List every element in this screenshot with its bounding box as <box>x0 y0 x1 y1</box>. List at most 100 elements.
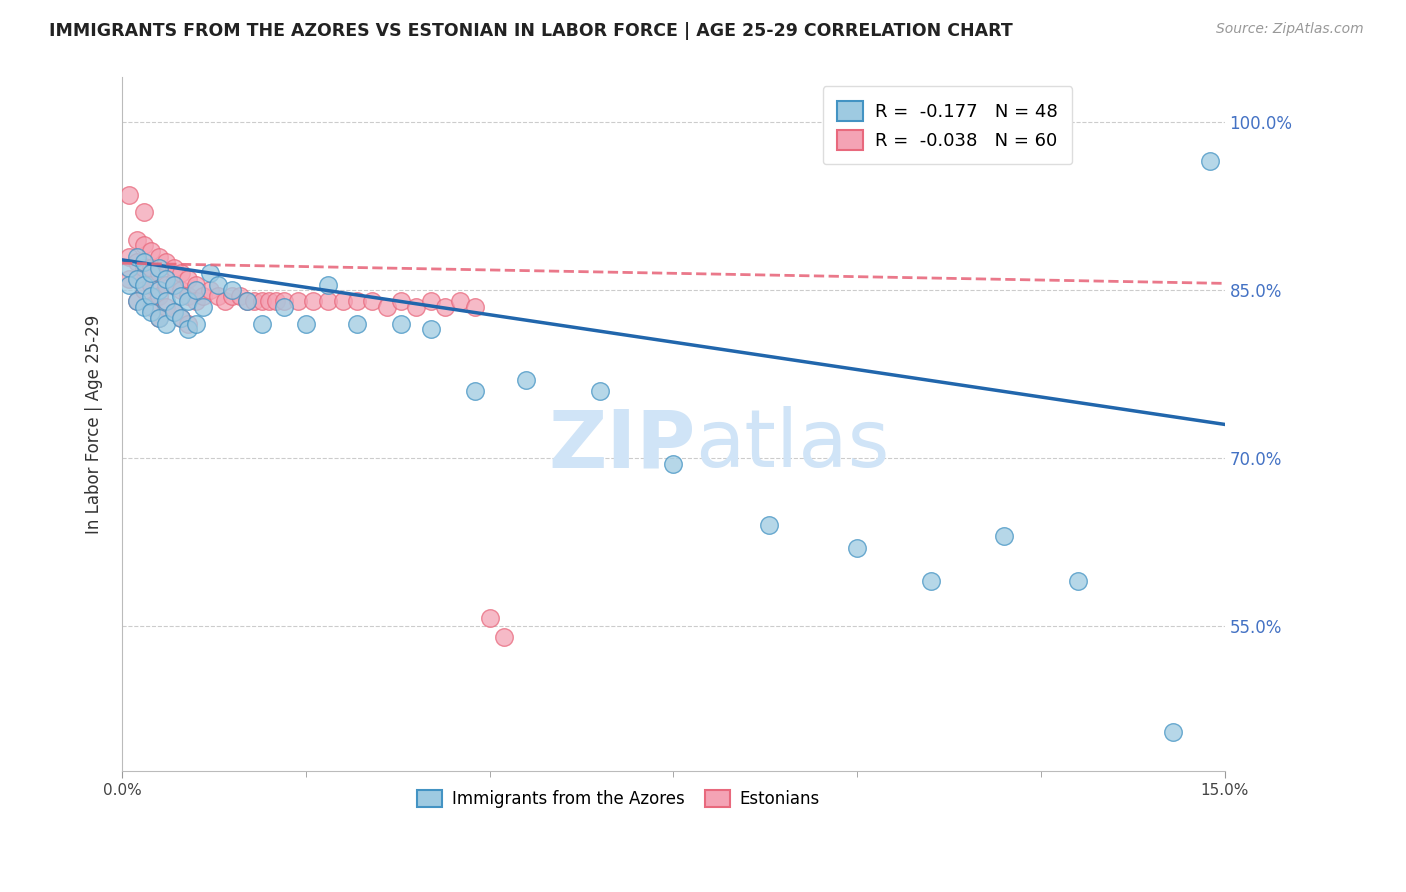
Point <box>177 317 200 331</box>
Point <box>162 260 184 275</box>
Point <box>361 294 384 309</box>
Point <box>125 250 148 264</box>
Point <box>846 541 869 555</box>
Point <box>162 277 184 292</box>
Text: ZIP: ZIP <box>548 406 696 484</box>
Point <box>434 300 457 314</box>
Point <box>295 317 318 331</box>
Point <box>170 266 193 280</box>
Point <box>141 300 163 314</box>
Point <box>191 288 214 302</box>
Point <box>170 283 193 297</box>
Point <box>993 529 1015 543</box>
Point <box>148 283 170 297</box>
Point <box>207 277 229 292</box>
Point <box>250 294 273 309</box>
Point <box>155 272 177 286</box>
Point <box>177 322 200 336</box>
Point <box>132 238 155 252</box>
Point <box>316 277 339 292</box>
Point <box>148 311 170 326</box>
Point <box>132 260 155 275</box>
Point <box>132 255 155 269</box>
Point <box>155 255 177 269</box>
Point <box>177 288 200 302</box>
Point <box>236 294 259 309</box>
Point <box>389 294 412 309</box>
Point <box>125 272 148 286</box>
Point <box>141 288 163 302</box>
Point <box>449 294 471 309</box>
Point <box>332 294 354 309</box>
Point <box>162 305 184 319</box>
Point <box>118 188 141 202</box>
Point <box>125 272 148 286</box>
Point <box>478 611 501 625</box>
Point <box>132 283 155 297</box>
Point <box>464 384 486 398</box>
Point <box>515 373 537 387</box>
Point <box>162 305 184 319</box>
Point <box>375 300 398 314</box>
Point <box>464 300 486 314</box>
Point <box>243 294 266 309</box>
Point <box>250 317 273 331</box>
Point <box>118 260 141 275</box>
Point <box>148 311 170 326</box>
Point <box>207 288 229 302</box>
Point <box>155 277 177 292</box>
Point <box>389 317 412 331</box>
Point <box>346 294 368 309</box>
Point <box>125 294 148 309</box>
Point <box>132 204 155 219</box>
Point <box>141 266 163 280</box>
Point <box>221 288 243 302</box>
Point <box>184 294 207 309</box>
Point <box>273 294 295 309</box>
Point <box>132 277 155 292</box>
Point <box>758 518 780 533</box>
Point <box>141 277 163 292</box>
Point <box>494 630 516 644</box>
Point <box>141 244 163 258</box>
Point <box>316 294 339 309</box>
Point <box>132 300 155 314</box>
Point <box>346 317 368 331</box>
Point <box>405 300 427 314</box>
Point <box>170 311 193 326</box>
Point <box>125 255 148 269</box>
Point <box>170 311 193 326</box>
Point <box>155 317 177 331</box>
Point <box>257 294 280 309</box>
Legend: Immigrants from the Azores, Estonians: Immigrants from the Azores, Estonians <box>411 783 827 815</box>
Point <box>214 294 236 309</box>
Point <box>148 260 170 275</box>
Point <box>920 574 942 588</box>
Point <box>184 317 207 331</box>
Point <box>148 266 170 280</box>
Point <box>236 294 259 309</box>
Point <box>141 305 163 319</box>
Point <box>266 294 288 309</box>
Point <box>141 260 163 275</box>
Point <box>162 277 184 292</box>
Point <box>184 277 207 292</box>
Point <box>419 322 441 336</box>
Point <box>200 266 222 280</box>
Text: atlas: atlas <box>696 406 890 484</box>
Point <box>228 288 250 302</box>
Point <box>191 300 214 314</box>
Point <box>177 272 200 286</box>
Point <box>118 277 141 292</box>
Point <box>589 384 612 398</box>
Point <box>302 294 325 309</box>
Point <box>221 283 243 297</box>
Point <box>273 300 295 314</box>
Point <box>155 294 177 309</box>
Point <box>118 272 141 286</box>
Point <box>118 250 141 264</box>
Point <box>148 250 170 264</box>
Point <box>200 283 222 297</box>
Point <box>170 288 193 302</box>
Point <box>1199 154 1222 169</box>
